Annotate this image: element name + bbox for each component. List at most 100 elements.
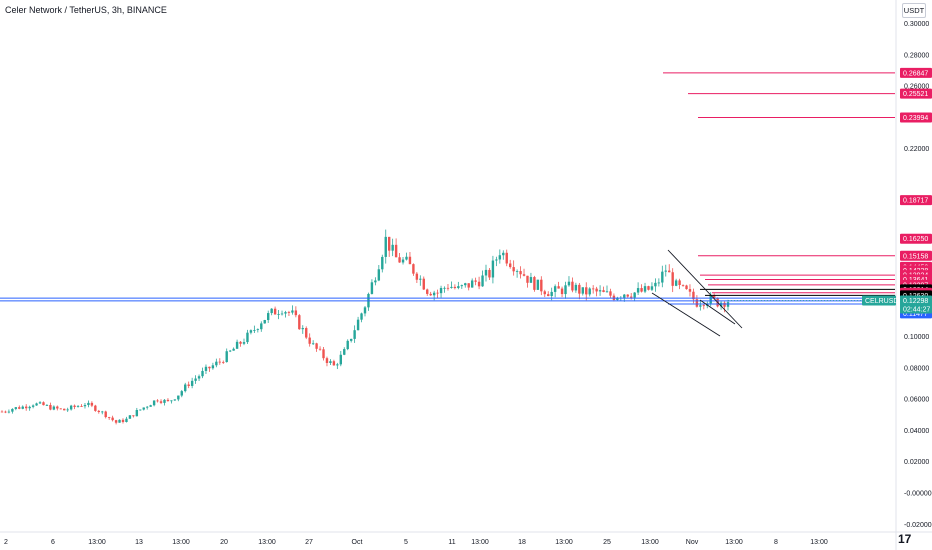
candle-body: [35, 403, 38, 406]
candle-body: [277, 313, 280, 315]
y-tick-label: 0.02000: [904, 459, 929, 466]
candle-body: [90, 402, 94, 406]
candle-body: [578, 284, 581, 294]
candle-body: [291, 310, 294, 313]
candle-body: [315, 343, 318, 349]
candle-body: [25, 406, 28, 409]
y-tick-label: 0.28000: [904, 52, 929, 59]
bar-countdown: 02:44:27: [903, 307, 930, 314]
x-tick-label: 18: [518, 539, 526, 546]
candle-body: [204, 366, 208, 371]
candle-body: [363, 307, 367, 314]
x-tick-label: Nov: [686, 539, 699, 546]
candle-body: [11, 408, 14, 412]
candle-body: [370, 282, 374, 294]
candle-body: [384, 236, 387, 257]
x-tick-label: 13:00: [810, 539, 828, 546]
candle-body: [422, 278, 425, 290]
candle-body: [432, 292, 436, 296]
candle-body: [633, 292, 636, 298]
level-tag: [900, 250, 932, 261]
candle-body: [522, 274, 526, 276]
y-tick-label: 0.22000: [904, 146, 929, 153]
candle-body: [699, 305, 702, 307]
candle-body: [336, 364, 339, 366]
candle-body: [284, 312, 287, 314]
candle-body: [142, 407, 145, 410]
x-tick-label: 2: [4, 539, 8, 546]
candle-body: [107, 417, 111, 418]
candle-body: [163, 399, 166, 403]
candle-body: [318, 348, 322, 350]
wedge-lower-line: [651, 292, 721, 337]
candle-body: [457, 286, 460, 289]
candle-body: [484, 269, 488, 276]
level-tag-label: 0.26847: [903, 70, 928, 77]
candle-body: [118, 419, 121, 423]
candle-body: [388, 236, 391, 251]
candle-body: [239, 341, 242, 344]
y-tick-label: -0.00000: [904, 491, 932, 498]
candle-body: [114, 420, 118, 423]
candle-body: [426, 289, 429, 294]
candle-body: [661, 271, 664, 283]
candle-body: [273, 308, 277, 315]
y-tick-label: 0.08000: [904, 365, 929, 372]
candle-body: [260, 323, 263, 330]
candle-body: [329, 361, 332, 363]
level-tag-label: 0.11477: [903, 311, 928, 318]
candle-body: [650, 286, 654, 290]
x-tick-label: Oct: [352, 539, 363, 546]
candle-body: [7, 411, 11, 413]
candle-body: [222, 361, 225, 363]
candle-body: [298, 315, 301, 330]
candle-body: [553, 286, 557, 292]
candle-body: [692, 291, 695, 300]
candle-body: [381, 256, 384, 270]
x-tick-label: 8: [774, 539, 778, 546]
candle-body: [477, 281, 481, 287]
x-tick-label: 13:00: [471, 539, 489, 546]
x-tick-label: 13:00: [88, 539, 106, 546]
candle-body: [602, 290, 605, 293]
drawings: [0, 72, 895, 337]
x-tick-label: 13:00: [555, 539, 573, 546]
level-tag-label: 0.25521: [903, 91, 928, 98]
candle-body: [83, 405, 87, 407]
candle-body: [595, 288, 598, 292]
wedge-upper-line: [667, 249, 743, 329]
candle-body: [308, 337, 311, 344]
x-tick-label: 6: [51, 539, 55, 546]
candle-body: [488, 269, 491, 278]
candle-body: [571, 281, 574, 291]
candle-body: [470, 280, 474, 288]
candle-body: [190, 380, 194, 386]
candle-body: [225, 351, 228, 363]
candle-body: [339, 354, 342, 365]
candle-body: [246, 332, 249, 343]
y-tick-label: 0.04000: [904, 428, 929, 435]
candle-body: [491, 260, 495, 278]
candle-body: [671, 272, 674, 286]
candle-body: [605, 291, 609, 293]
candle-body: [647, 286, 650, 290]
candle-body: [14, 407, 18, 409]
candle-body: [270, 308, 273, 314]
currency-label[interactable]: USDT: [902, 3, 926, 18]
candle-body: [76, 406, 80, 407]
y-tick-label: 0.30000: [904, 21, 929, 28]
candle-body: [505, 252, 508, 264]
candle-body: [719, 302, 723, 307]
candle-body: [215, 361, 218, 366]
candle-body: [104, 411, 107, 418]
candle-body: [588, 288, 591, 295]
candle-body: [377, 269, 381, 281]
candle-body: [228, 350, 232, 352]
candle-body: [723, 302, 726, 307]
wedge-inner-line: [699, 299, 736, 325]
level-tag-label: 0.23994: [903, 115, 928, 122]
candle-body: [149, 405, 152, 407]
candle-body: [346, 340, 349, 350]
candle-body: [502, 252, 505, 256]
